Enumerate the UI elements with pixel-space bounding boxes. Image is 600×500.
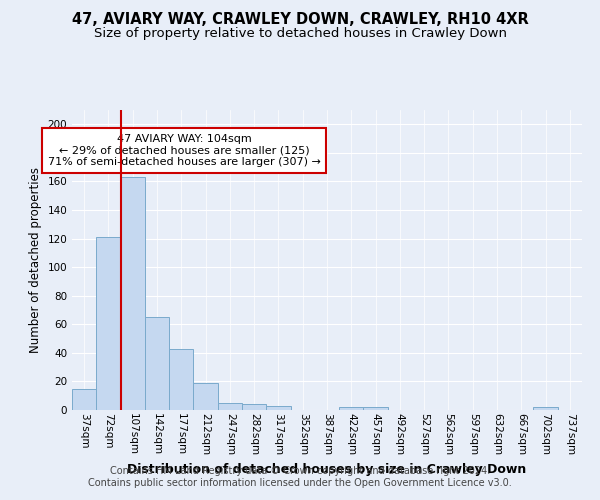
Bar (242, 404, 266, 410)
Bar (72, 388, 96, 410)
Text: Size of property relative to detached houses in Crawley Down: Size of property relative to detached ho… (94, 28, 506, 40)
Bar (364, 407, 388, 410)
Bar (533, 407, 558, 410)
Bar (266, 406, 290, 410)
Bar (145, 317, 169, 410)
Bar (96, 237, 121, 410)
Y-axis label: Number of detached properties: Number of detached properties (29, 167, 42, 353)
Text: 47 AVIARY WAY: 104sqm
← 29% of detached houses are smaller (125)
71% of semi-det: 47 AVIARY WAY: 104sqm ← 29% of detached … (48, 134, 320, 167)
Bar (193, 383, 218, 410)
X-axis label: Distribution of detached houses by size in Crawley Down: Distribution of detached houses by size … (127, 463, 527, 476)
Bar (339, 407, 364, 410)
Text: 47, AVIARY WAY, CRAWLEY DOWN, CRAWLEY, RH10 4XR: 47, AVIARY WAY, CRAWLEY DOWN, CRAWLEY, R… (71, 12, 529, 28)
Bar (169, 348, 193, 410)
Bar (121, 177, 145, 410)
Text: Contains HM Land Registry data © Crown copyright and database right 2024.
Contai: Contains HM Land Registry data © Crown c… (88, 466, 512, 487)
Bar (218, 403, 242, 410)
